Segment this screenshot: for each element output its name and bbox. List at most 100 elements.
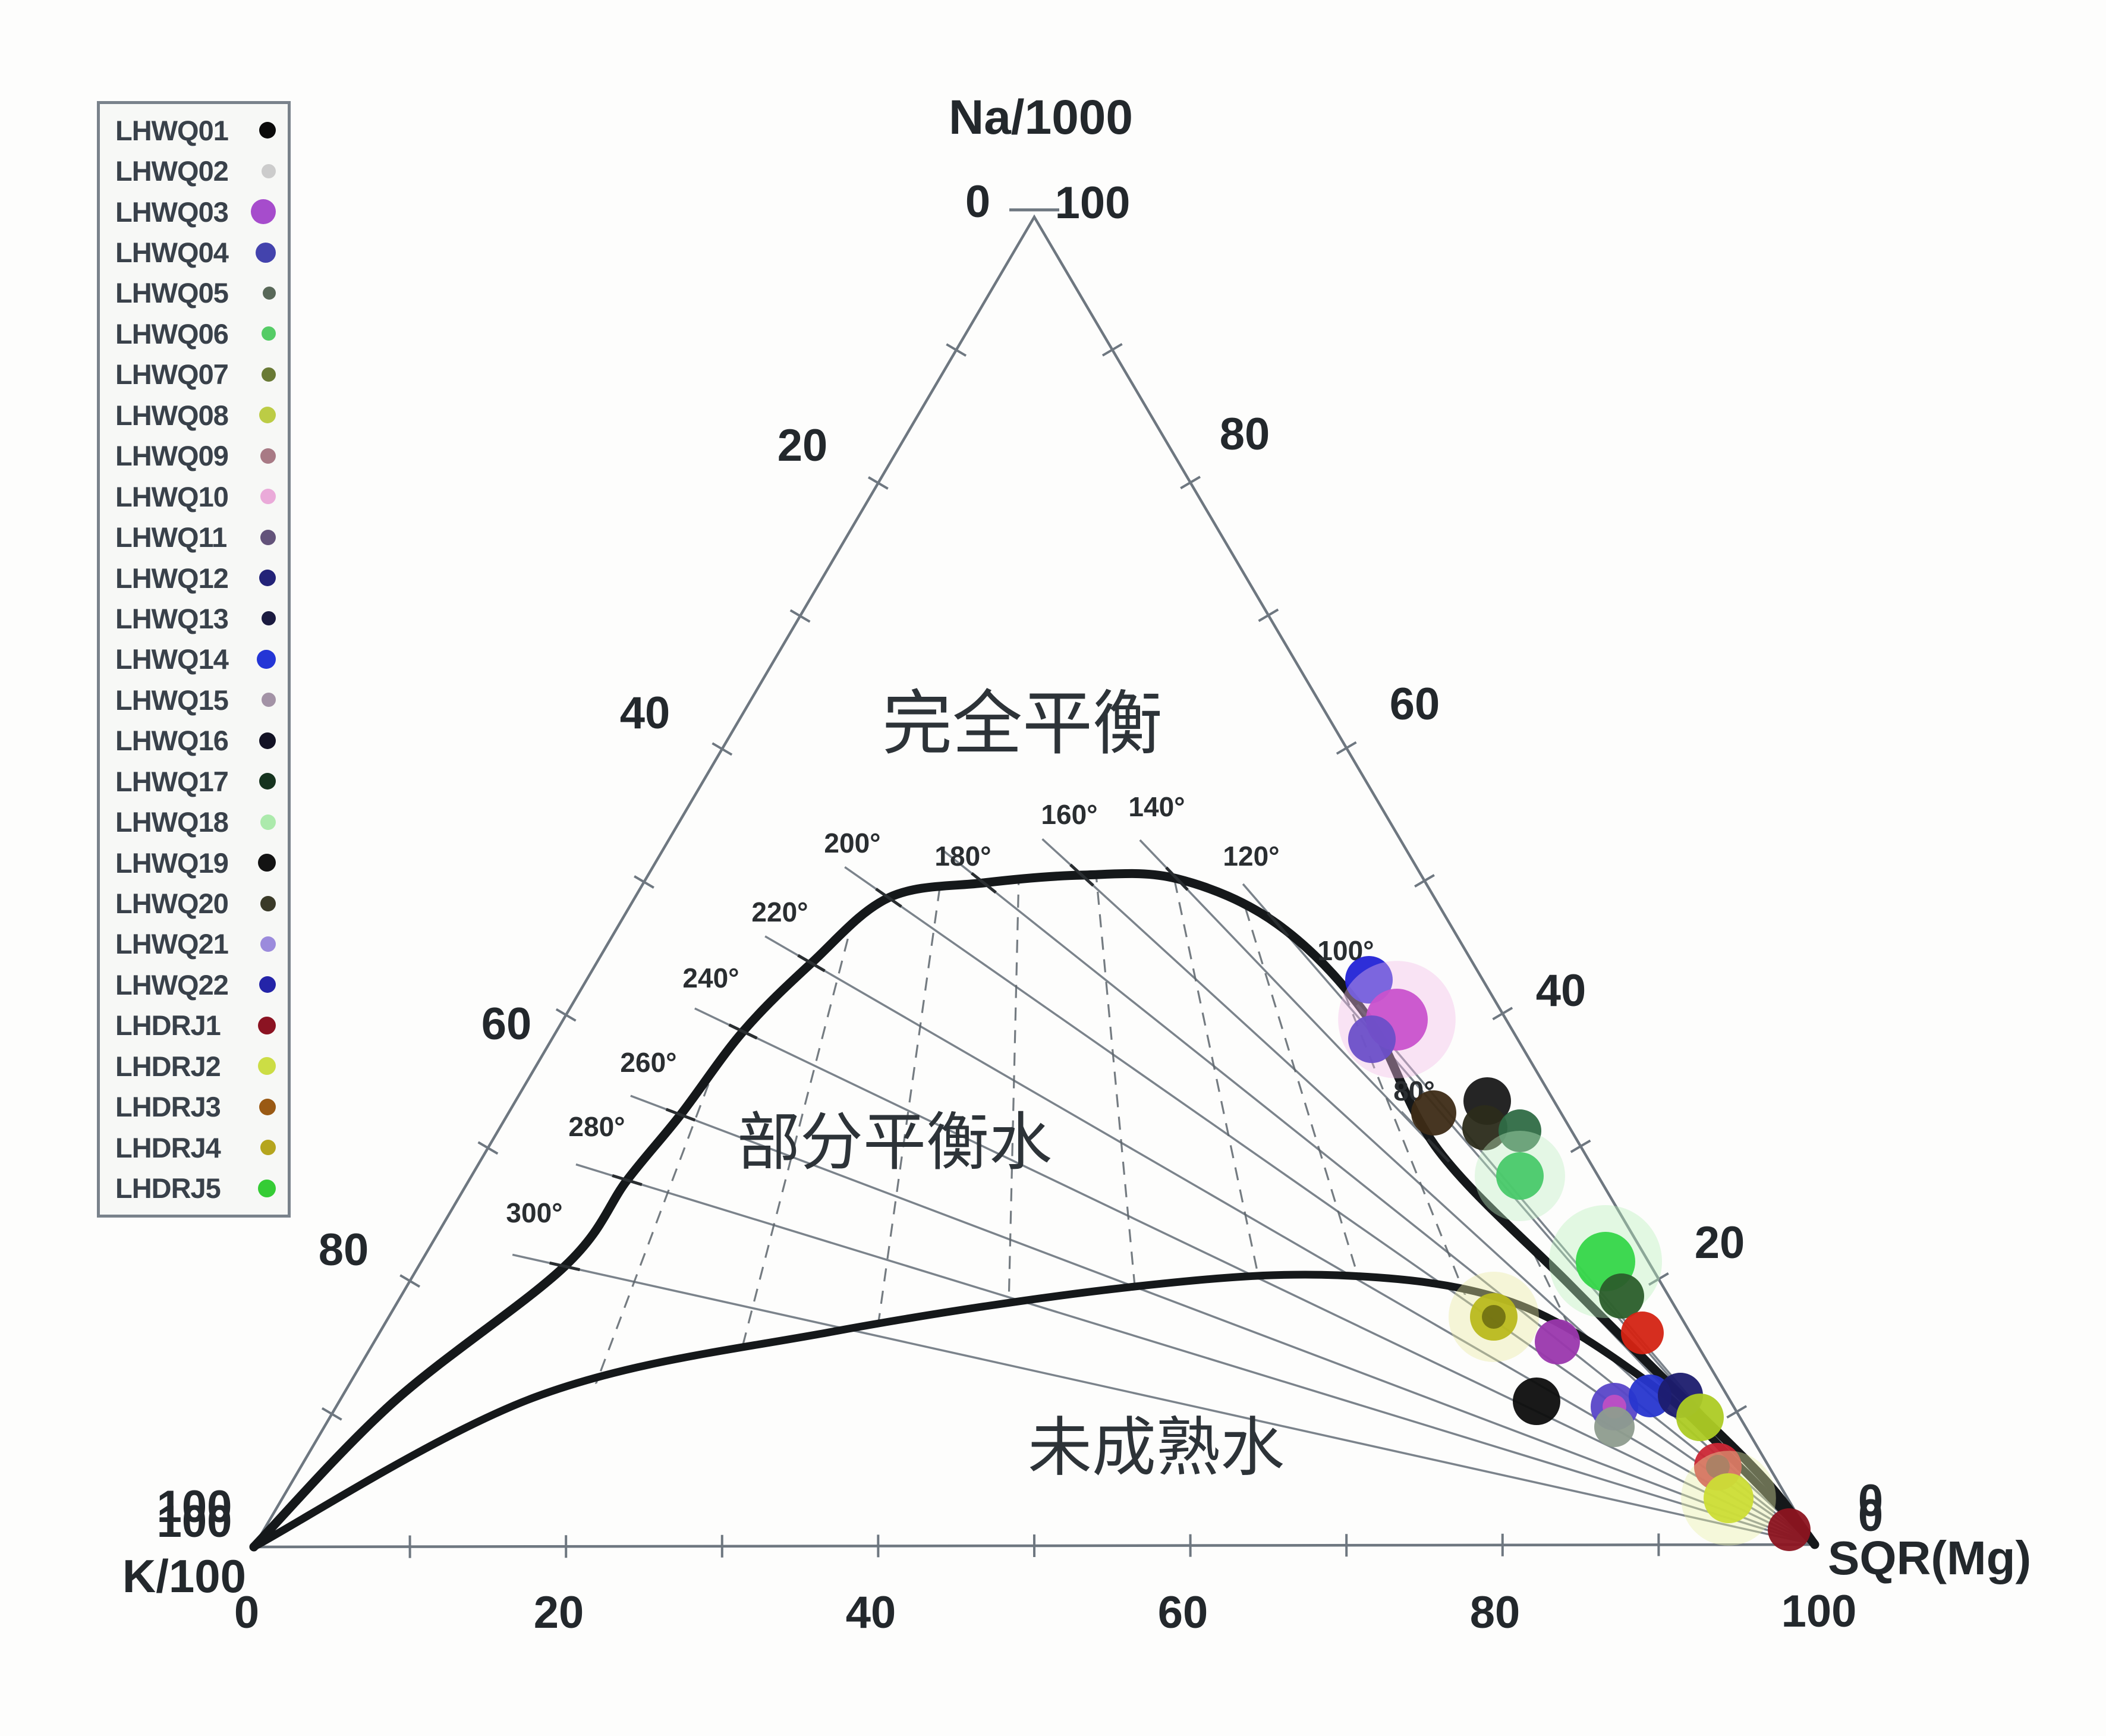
legend-item-label: LHWQ06 (115, 317, 229, 350)
legend-swatch-dot (262, 326, 276, 341)
legend-swatch-dot (263, 286, 276, 300)
legend-item-label: LHWQ20 (115, 888, 229, 920)
sample-point (1768, 1508, 1811, 1551)
sample-points (1338, 956, 1811, 1551)
left-edge-tick-label: 20 (777, 420, 828, 471)
sample-point (1475, 1131, 1565, 1221)
sample-point (1411, 1090, 1456, 1136)
sample-point (1621, 1312, 1664, 1354)
legend-item-label: LHDRJ4 (115, 1131, 221, 1163)
legend-item-label: LHWQ14 (115, 643, 229, 675)
legend-item-label: LHWQ16 (115, 725, 229, 757)
right-edge-tick-label: 80 (1220, 409, 1270, 460)
legend-swatch-dot (262, 611, 276, 626)
legend-swatch-dot (259, 976, 276, 993)
legend-item: LHWQ05 (115, 274, 276, 312)
legend-item: LHWQ02 (115, 152, 276, 190)
legend-item: LHWQ19 (115, 844, 276, 882)
legend-swatch-dot (260, 814, 276, 830)
legend-item: LHWQ10 (115, 477, 276, 515)
legend-item: LHWQ11 (115, 518, 276, 556)
left-edge-tick-label: 40 (620, 688, 670, 738)
sample-point (1599, 1273, 1644, 1319)
sample-point (1449, 1272, 1539, 1362)
legend-item-label: LHDRJ5 (115, 1172, 221, 1204)
legend-swatch-dot (260, 529, 276, 545)
legend-swatch-dot (259, 1098, 276, 1115)
legend-swatch-dot (257, 649, 276, 669)
isotherm-label: 120° (1223, 841, 1279, 872)
isotherm-label: 300° (506, 1197, 562, 1228)
legend-item-label: LHWQ07 (115, 358, 229, 391)
legend-item-label: LHWQ09 (115, 440, 229, 472)
legend-item-label: LHWQ11 (115, 521, 227, 553)
sample-point (1348, 1015, 1396, 1063)
legend-swatch-dot (259, 570, 276, 587)
legend-item: LHWQ06 (115, 315, 276, 353)
right-edge-tick-label: 0 (1858, 1476, 1883, 1526)
bottom-tick-label: 0 (234, 1587, 259, 1638)
legend-swatch-dot (258, 1179, 276, 1197)
zone-partial-equilibrium-label: 部分平衡水 (737, 1108, 1052, 1178)
left-edge-tick-label: 80 (319, 1225, 369, 1275)
isotherm-label: 260° (620, 1047, 676, 1078)
legend-item-label: LHWQ12 (115, 562, 229, 594)
left-100-label: 100 (157, 1496, 232, 1547)
legend-item: LHWQ14 (115, 640, 276, 678)
legend-item: LHWQ07 (115, 356, 276, 394)
legend-swatch-dot (260, 936, 276, 952)
isotherm-label: 240° (682, 963, 739, 993)
legend-item-label: LHDRJ3 (115, 1091, 221, 1123)
legend-item: LHDRJ1 (115, 1007, 276, 1045)
legend-swatch-dot (259, 407, 276, 424)
legend-swatch-dot (251, 199, 276, 225)
right-0-label: 0 (1858, 1490, 1883, 1541)
sample-point (1462, 1105, 1507, 1150)
legend-item: LHWQ20 (115, 885, 276, 923)
legend-swatch-dot (259, 732, 276, 749)
legend-item: LHDRJ4 (115, 1128, 276, 1166)
legend-box: LHWQ01 LHWQ02 LHWQ03 LHWQ04 LHWQ05 LHWQ06 LHWQ… (97, 101, 291, 1218)
legend-item-label: LHWQ05 (115, 277, 229, 309)
apex-left-tick-label: 0 (965, 177, 990, 227)
legend-item-label: LHWQ21 (115, 928, 229, 960)
legend-swatch-dot (260, 1140, 276, 1156)
legend-swatch-dot (258, 1057, 276, 1075)
legend-item-label: LHWQ19 (115, 847, 229, 879)
legend-swatch-dot (262, 163, 276, 178)
legend-item: LHDRJ2 (115, 1047, 276, 1085)
right-edge-tick-label: 60 (1390, 679, 1440, 729)
legend-swatch-dot (259, 773, 276, 790)
legend-item: LHWQ09 (115, 437, 276, 475)
legend-item: LHWQ18 (115, 803, 276, 841)
mg-axis-title: SQR(Mg) (1828, 1531, 2031, 1584)
legend-item: LHDRJ5 (115, 1169, 276, 1207)
isotherm-label: 180° (934, 841, 991, 872)
triangle-edges-and-ticks (251, 208, 1817, 1558)
legend-item-label: LHWQ10 (115, 480, 229, 512)
isotherm-labels: 300° 280° 260° 240° 220° 200° 180° 160° 140° 120°… (506, 791, 1450, 1272)
bottom-tick-label: 40 (846, 1587, 896, 1638)
isotherm-label: 200° (824, 828, 880, 858)
legend-item-label: LHWQ02 (115, 155, 229, 187)
isotherm-label: 220° (751, 897, 808, 927)
legend-item-label: LHDRJ2 (115, 1050, 221, 1082)
legend-item-label: LHWQ18 (115, 806, 229, 838)
na-axis-title: Na/1000 (949, 90, 1133, 144)
sample-point (1676, 1394, 1724, 1441)
legend-swatch-dot (260, 895, 276, 911)
legend-item: LHDRJ3 (115, 1088, 276, 1126)
legend-item-label: LHDRJ1 (115, 1009, 221, 1042)
legend-item: LHWQ01 (115, 111, 276, 149)
isotherm-label: 140° (1128, 791, 1185, 822)
right-edge-tick-label: 40 (1536, 966, 1586, 1016)
legend-item: LHWQ15 (115, 681, 276, 719)
isotherm-fan-lines (512, 838, 1816, 1547)
bottom-tick-label: 80 (1470, 1587, 1521, 1638)
sample-point (1338, 961, 1456, 1078)
isotherm-label: 280° (568, 1111, 625, 1142)
legend-swatch-dot (258, 1016, 276, 1034)
isotherm-label: 160° (1041, 799, 1097, 830)
